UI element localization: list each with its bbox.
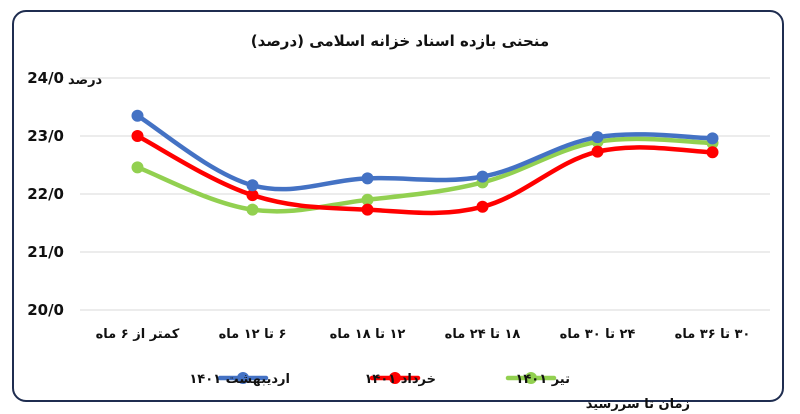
- data-point: [706, 132, 719, 145]
- series-line: [135, 113, 715, 192]
- legend-item: خرداد ۱۴۰۱: [364, 372, 436, 387]
- series-1: [131, 109, 719, 192]
- data-point: [246, 179, 259, 192]
- y-axis-label: درصد: [68, 73, 103, 88]
- legend: اردیبهشت ۱۴۰۱ خرداد ۱۴۰۱ تیر ۱۴۰۱: [189, 372, 570, 387]
- y-tick-label: 20/0: [27, 301, 64, 319]
- data-point: [476, 170, 489, 183]
- y-tick-label: 24/0: [27, 69, 64, 87]
- data-point: [706, 146, 719, 159]
- series: [131, 109, 719, 216]
- data-point: [246, 189, 259, 202]
- x-tick-label: ۳۰ تا ۳۶ ماه: [675, 327, 751, 342]
- y-tick-label: 23/0: [27, 127, 64, 145]
- legend-marker: [389, 372, 401, 384]
- x-tick-label: ۱۲ تا ۱۸ ماه: [330, 327, 406, 342]
- x-axis-label: زمان تا سررسید: [586, 397, 690, 412]
- data-point: [361, 193, 374, 206]
- chart-title: منحنی بازده اسناد خزانه اسلامی (درصد): [251, 32, 549, 50]
- legend-marker: [237, 372, 249, 384]
- legend-item: تیر ۱۴۰۱: [505, 372, 570, 387]
- data-point: [131, 161, 144, 174]
- x-tick-label: ۲۴ تا ۳۰ ماه: [560, 327, 636, 342]
- y-tick-label: 21/0: [27, 243, 64, 261]
- data-point: [361, 172, 374, 185]
- x-tick-label: ۱۸ تا ۲۴ ماه: [445, 327, 521, 342]
- legend-label: تیر ۱۴۰۱: [515, 372, 570, 387]
- legend-label: خرداد ۱۴۰۱: [364, 372, 436, 387]
- data-point: [591, 131, 604, 144]
- data-point: [361, 203, 374, 216]
- chart-frame: [12, 10, 784, 402]
- legend-item: اردیبهشت ۱۴۰۱: [189, 372, 290, 387]
- data-point: [591, 145, 604, 158]
- data-point: [476, 200, 489, 213]
- x-tick-label: کمتر از ۶ ماه: [96, 327, 180, 342]
- series-line: [135, 136, 715, 214]
- legend-marker: [525, 372, 537, 384]
- series-line: [135, 133, 715, 216]
- y-tick-label: 22/0: [27, 185, 64, 203]
- data-point: [131, 130, 144, 142]
- data-point: [246, 203, 259, 216]
- y-ticks: 20/0 21/0 22/0 23/0 24/0: [27, 69, 64, 319]
- x-ticks: کمتر از ۶ ماه ۶ تا ۱۲ ماه ۱۲ تا ۱۸ ماه ۱۸ ت…: [96, 327, 751, 342]
- legend-label: اردیبهشت ۱۴۰۱: [189, 372, 290, 387]
- series-2: [131, 130, 719, 216]
- data-point: [131, 109, 144, 122]
- x-tick-label: ۶ تا ۱۲ ماه: [219, 327, 287, 342]
